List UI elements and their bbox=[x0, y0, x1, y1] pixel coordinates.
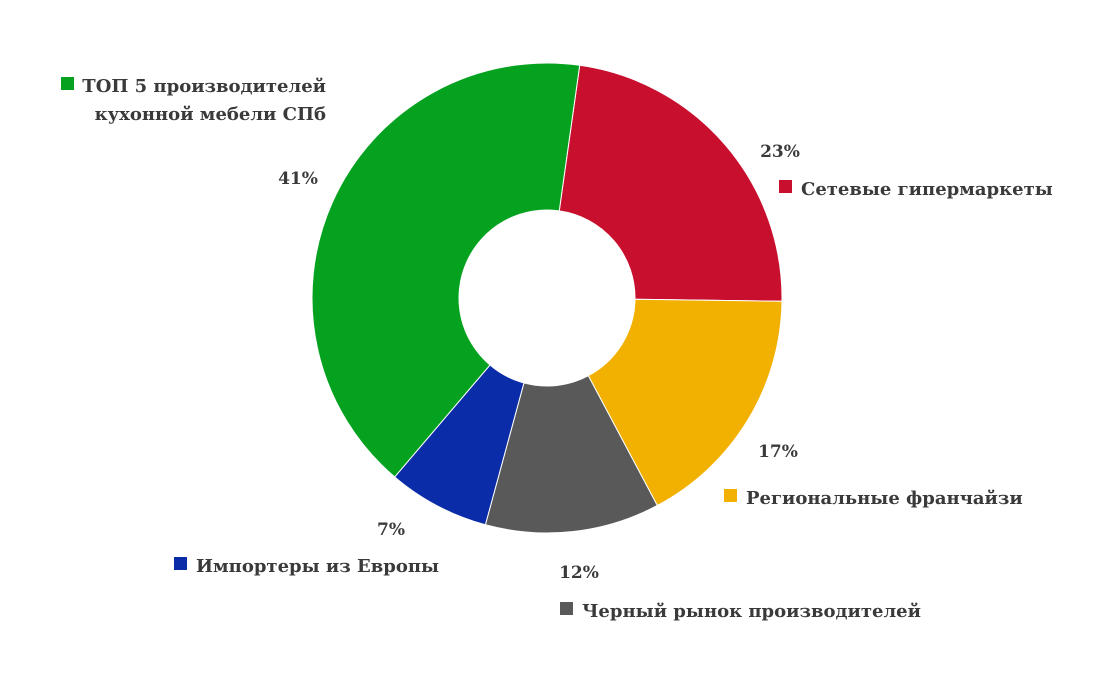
donut-slice bbox=[311, 62, 581, 478]
legend-swatch bbox=[174, 557, 187, 570]
slice-category-label: Региональные франчайзи bbox=[746, 488, 1023, 509]
slice-category-label: ТОП 5 производителей bbox=[82, 76, 326, 97]
slice-category-label: Черный рынок производителей bbox=[582, 601, 921, 622]
slice-value-label: 17% bbox=[758, 442, 798, 462]
slice-category-label: кухонной мебели СПб bbox=[95, 104, 326, 125]
donut-slice bbox=[587, 298, 783, 507]
donut-slice bbox=[484, 375, 659, 534]
slice-value-label: 23% bbox=[760, 142, 800, 162]
legend-swatch bbox=[560, 602, 573, 615]
legend-swatch bbox=[724, 489, 737, 502]
legend-swatch bbox=[779, 180, 792, 193]
legend-swatch bbox=[61, 77, 74, 90]
slice-value-label: 41% bbox=[278, 169, 318, 189]
slice-category-label: Импортеры из Европы bbox=[196, 556, 439, 577]
donut-slice bbox=[558, 64, 783, 302]
slice-value-label: 7% bbox=[377, 520, 405, 540]
slice-category-label: Сетевые гипермаркеты bbox=[801, 179, 1053, 200]
slice-value-label: 12% bbox=[559, 563, 599, 583]
